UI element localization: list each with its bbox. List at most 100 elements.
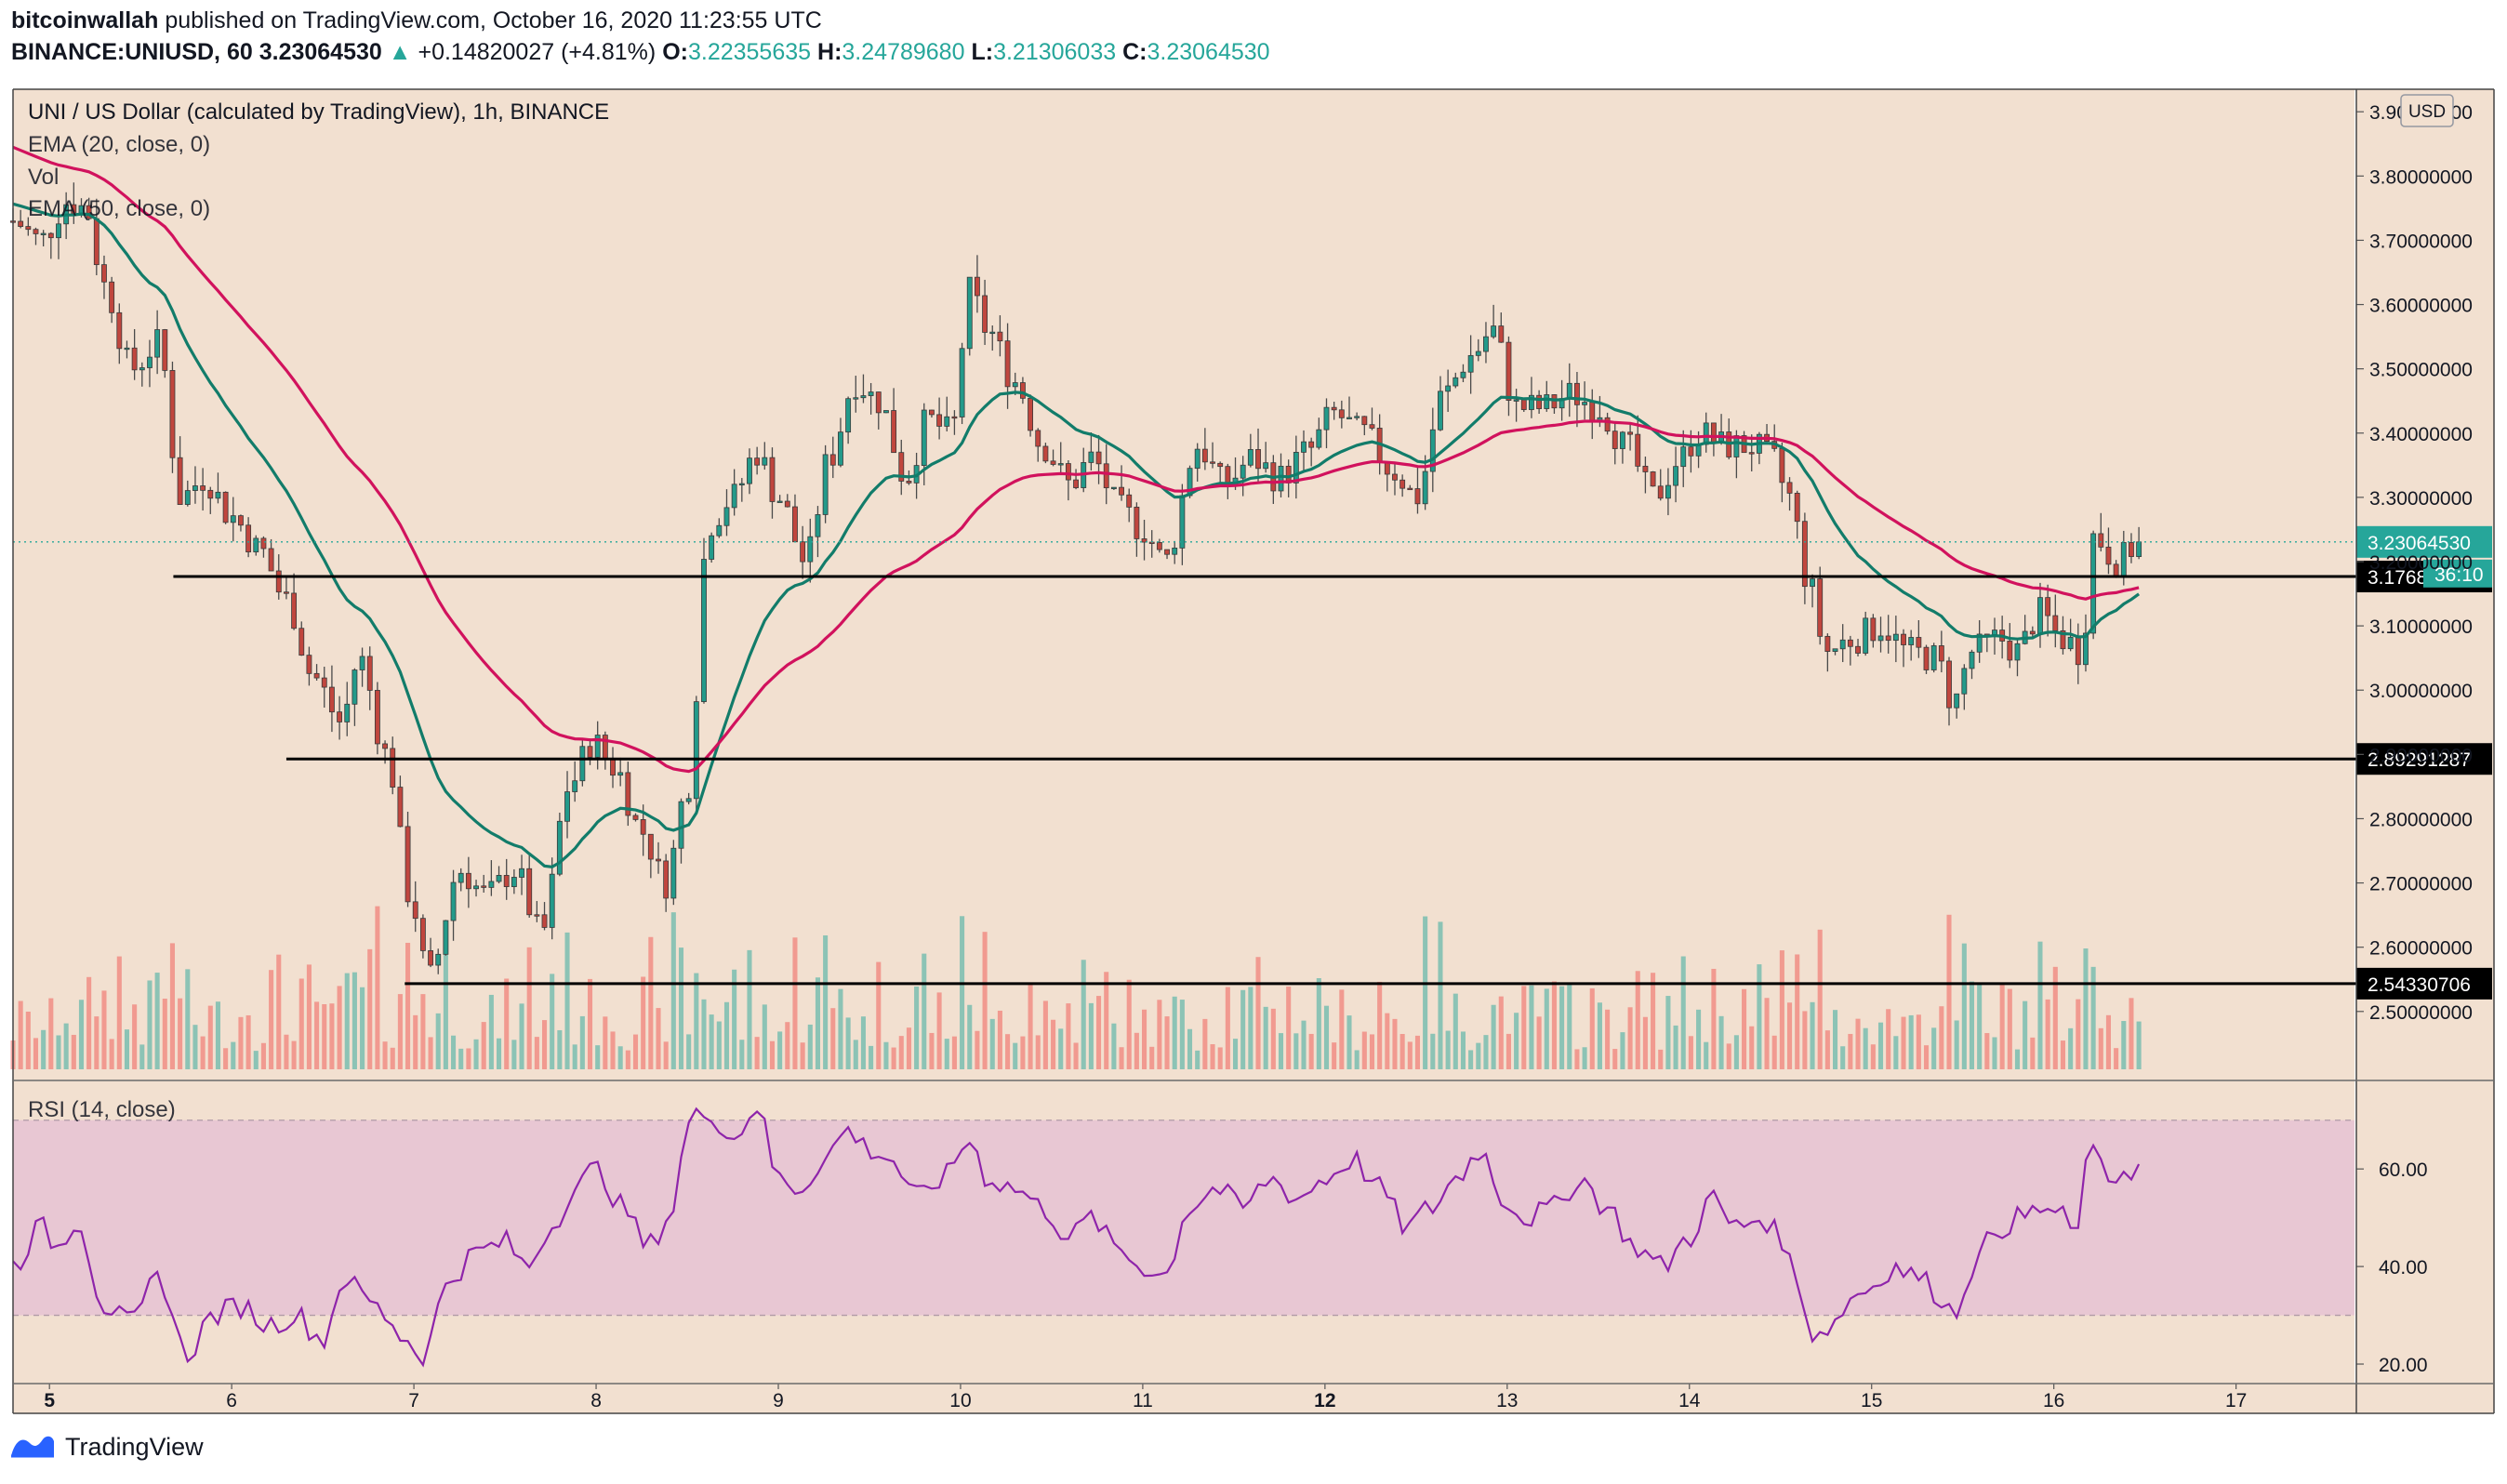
candle-body <box>1247 449 1254 466</box>
candle-body <box>1946 660 1952 709</box>
volume-bar <box>1969 981 1975 1069</box>
last-price-text: 3.23064530 <box>259 39 382 65</box>
time-axis-background[interactable] <box>13 1384 2494 1413</box>
candle-body <box>435 953 442 966</box>
candle-body <box>807 536 814 563</box>
candle-body <box>1050 460 1056 465</box>
volume-bar <box>747 949 752 1069</box>
volume-bar <box>269 970 274 1069</box>
volume-bar <box>253 1051 259 1069</box>
volume-bar <box>178 998 183 1069</box>
candle-body <box>1065 463 1071 481</box>
candle-body <box>2105 546 2112 565</box>
volume-bar <box>2060 1040 2066 1069</box>
symbol-label: BINANCE:UNIUSD, 60 <box>11 39 253 65</box>
candle-body <box>1156 542 1162 550</box>
candle-body <box>1892 633 1899 642</box>
volume-bar <box>603 1016 608 1069</box>
time-tick-label: 8 <box>590 1390 602 1411</box>
volume-bar <box>1733 1035 1739 1069</box>
candle-body <box>374 690 380 745</box>
candle-body <box>1414 488 1421 505</box>
volume-bar <box>579 1015 585 1069</box>
legend-vol[interactable]: Vol <box>28 165 59 190</box>
candle-body <box>1491 325 1497 338</box>
chart-header-ohlc: BINANCE:UNIUSD, 60 3.23064530 ▲ +0.14820… <box>11 39 1270 66</box>
candle-body <box>822 454 829 515</box>
volume-bar <box>1984 1033 1990 1069</box>
volume-bar <box>2136 1021 2142 1069</box>
candle-body <box>1733 435 1740 457</box>
candle-body <box>1810 578 1815 588</box>
time-tick-label: 7 <box>408 1390 419 1411</box>
candle-body <box>1954 693 1960 709</box>
candle-body <box>974 276 980 297</box>
volume-bar <box>56 1035 61 1069</box>
volume-bar <box>1771 1035 1777 1069</box>
candle-body <box>1612 431 1618 449</box>
candle-body <box>1119 486 1124 496</box>
candle-body <box>1384 461 1390 475</box>
volume-bar <box>390 1047 395 1069</box>
volume-bar <box>1225 987 1230 1069</box>
price-tick-label: 3.70000000 <box>2369 231 2473 252</box>
volume-bar <box>716 1021 722 1069</box>
candle-body <box>1316 429 1322 448</box>
candle-body <box>1042 445 1049 462</box>
volume-bar <box>1612 1049 1618 1069</box>
volume-bar <box>982 932 988 1069</box>
author-name[interactable]: bitcoinwallah <box>11 7 159 33</box>
candle-body <box>709 535 715 560</box>
currency-button[interactable]: USD <box>2400 94 2454 127</box>
chart-frame <box>12 88 2495 1414</box>
volume-bar <box>869 1045 874 1069</box>
volume-bar <box>732 969 737 1069</box>
volume-bar <box>1392 1018 1398 1069</box>
volume-bar <box>2007 988 2012 1069</box>
candle-body <box>1916 637 1922 648</box>
candle-body <box>1255 449 1261 470</box>
volume-bar <box>245 1014 251 1069</box>
legend-rsi[interactable]: RSI (14, close) <box>28 1097 176 1122</box>
candle-body <box>647 833 654 860</box>
volume-bar <box>215 1001 220 1069</box>
volume-bar <box>792 937 798 1069</box>
candle-body <box>215 491 221 499</box>
candle-body <box>1604 417 1611 432</box>
legend-ema50[interactable]: EMA (50, close, 0) <box>28 196 210 221</box>
candle-body <box>784 500 790 508</box>
change-text: +0.14820027 (+4.81%) <box>418 39 657 65</box>
volume-bar <box>1999 983 2005 1069</box>
candle-body <box>541 914 548 928</box>
candle-body <box>1627 431 1634 435</box>
level-label-box <box>2356 967 2492 1000</box>
candle-body <box>800 541 806 563</box>
candle-body <box>124 347 130 351</box>
candle-body <box>1498 325 1505 343</box>
candle-body <box>1574 382 1580 405</box>
candle-body <box>610 758 616 776</box>
countdown-label: 36:10 <box>2434 564 2484 586</box>
candle-body <box>1467 354 1474 373</box>
rsi-tick-label: 20.00 <box>2379 1355 2428 1376</box>
volume-bar <box>1316 978 1321 1069</box>
candle-body <box>678 801 684 849</box>
price-tick-label: 2.60000000 <box>2369 938 2473 960</box>
time-tick-label: 12 <box>1314 1390 1335 1411</box>
candle-body <box>47 232 54 239</box>
legend-ema20[interactable]: EMA (20, close, 0) <box>28 132 210 157</box>
volume-bar <box>162 999 167 1069</box>
volume-bar <box>1332 1042 1337 1069</box>
candle-body <box>959 348 965 417</box>
volume-bar <box>116 956 122 1069</box>
volume-bar <box>1346 1015 1352 1069</box>
candle-body <box>1438 391 1443 431</box>
tradingview-footer[interactable]: TradingView <box>9 1432 204 1462</box>
candle-body <box>207 489 214 499</box>
candle-body <box>1566 382 1572 400</box>
candle-body <box>1961 668 1968 695</box>
volume-bar <box>1119 1047 1124 1069</box>
volume-bar <box>2098 1027 2103 1069</box>
volume-bar <box>192 1025 198 1069</box>
